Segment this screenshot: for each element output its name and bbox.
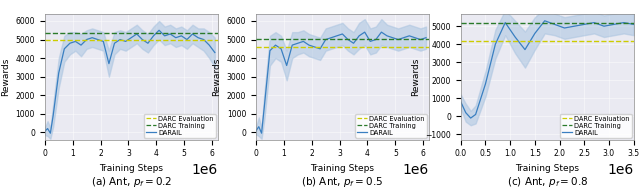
Legend: DARC Evaluation, DARC Training, DARAIL: DARC Evaluation, DARC Training, DARAIL [144, 114, 216, 138]
Text: (c) Ant, $p_f = 0.8$: (c) Ant, $p_f = 0.8$ [507, 175, 588, 189]
Text: (b) Ant, $p_f = 0.5$: (b) Ant, $p_f = 0.5$ [301, 175, 383, 189]
X-axis label: Training Steps: Training Steps [99, 164, 163, 173]
Legend: DARC Evaluation, DARC Training, DARAIL: DARC Evaluation, DARC Training, DARAIL [560, 114, 632, 138]
Y-axis label: Rewards: Rewards [212, 57, 221, 96]
X-axis label: Training Steps: Training Steps [515, 164, 579, 173]
Legend: DARC Evaluation, DARC Training, DARAIL: DARC Evaluation, DARC Training, DARAIL [355, 114, 427, 138]
Y-axis label: Rewards: Rewards [411, 57, 420, 96]
Y-axis label: Rewards: Rewards [1, 57, 10, 96]
Text: (a) Ant, $p_f = 0.2$: (a) Ant, $p_f = 0.2$ [91, 175, 172, 189]
X-axis label: Training Steps: Training Steps [310, 164, 374, 173]
